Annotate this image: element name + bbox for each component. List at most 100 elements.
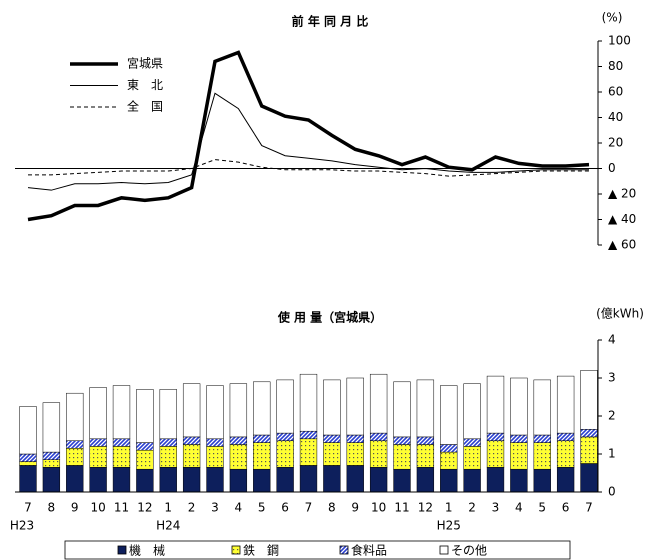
bar-segment	[159, 446, 177, 468]
x-tick-label: 12	[418, 501, 433, 515]
bar-segment	[510, 468, 528, 493]
bar-segment	[346, 442, 364, 466]
bar-segment	[206, 385, 224, 440]
bar-segment	[42, 467, 61, 493]
x-tick-label: 11	[114, 501, 129, 515]
bar-segment	[253, 468, 271, 493]
bar-segment	[19, 461, 37, 466]
x-tick-label: 3	[492, 501, 500, 515]
bar-segment	[323, 379, 341, 436]
y-tick-label: 20	[608, 136, 623, 150]
bar-segment	[136, 389, 154, 443]
bar-segment	[66, 392, 84, 441]
unit-label: (%)	[602, 11, 623, 25]
bar-segment	[323, 465, 341, 493]
bar-segment	[486, 432, 505, 441]
bar-segment	[346, 434, 364, 443]
bar-segment	[299, 465, 318, 493]
bar-segment	[182, 467, 201, 493]
bar-segment	[580, 436, 598, 464]
legend-label: 宮城県	[127, 56, 163, 71]
bar-segment	[276, 440, 294, 468]
bar-segment	[393, 436, 411, 445]
bar-segment	[580, 370, 598, 430]
bar-segment	[136, 442, 154, 451]
bar-segment	[42, 402, 61, 453]
bar-segment	[229, 444, 248, 470]
bar-segment	[556, 467, 575, 493]
y-tick-label: ▲ 40	[608, 212, 636, 226]
y-tick-label: 0	[608, 161, 616, 175]
bar-segment	[486, 440, 505, 468]
line-series	[27, 50, 590, 222]
bar-segment	[369, 373, 388, 434]
x-tick-label: 8	[48, 501, 56, 515]
x-tick-label: 3	[211, 501, 219, 515]
bar-segment	[440, 468, 458, 493]
bar-segment	[556, 375, 575, 434]
bar-segment	[580, 463, 598, 493]
x-tick-label: 11	[394, 501, 409, 515]
bar-segment	[112, 446, 131, 468]
bar-segment	[136, 468, 154, 493]
bar-segment	[556, 440, 575, 468]
y-tick-label: 60	[608, 85, 623, 99]
line-series	[28, 159, 589, 177]
bar-segment	[440, 444, 458, 453]
bar-segment	[369, 432, 388, 441]
bar-segment	[182, 383, 201, 438]
bar-segment	[182, 444, 201, 468]
bar-segment	[89, 438, 107, 447]
bar-segment	[463, 446, 481, 470]
bar-segment	[206, 438, 224, 447]
bar-segment	[440, 385, 458, 445]
bar-segment	[533, 379, 551, 436]
x-tick-label: 7	[24, 501, 32, 515]
bar-segment	[416, 444, 435, 468]
era-label: H24	[156, 519, 180, 533]
bar-segment	[112, 385, 131, 440]
bar-segment	[19, 465, 37, 493]
bar-segment	[229, 436, 248, 445]
y-tick-label: 0	[608, 485, 616, 499]
bar-segment	[323, 434, 341, 443]
legend-label: 東 北	[127, 78, 163, 92]
y-tick-label: 40	[608, 110, 623, 124]
bar-segment	[19, 406, 37, 455]
bar-segment	[159, 438, 177, 447]
bar-segment	[206, 467, 224, 493]
bar-segment	[276, 467, 294, 493]
bar-segment	[136, 449, 154, 470]
x-tick-label: 2	[468, 501, 476, 515]
era-label: H23	[10, 519, 34, 533]
bar-segment	[182, 436, 201, 445]
bar-segment	[89, 387, 107, 440]
x-tick-label: 6	[562, 501, 570, 515]
y-tick-label: ▲ 60	[608, 238, 636, 252]
y-tick-label: 80	[608, 59, 623, 73]
bar-segment	[510, 442, 528, 470]
bar-segment	[486, 375, 505, 434]
bar-segment	[393, 468, 411, 493]
bar-segment	[159, 389, 177, 440]
bar-segment	[66, 448, 84, 466]
x-tick-label: 10	[90, 501, 105, 515]
bar-segment	[112, 438, 131, 447]
bar-segment	[229, 383, 248, 438]
bar-segment	[276, 379, 294, 434]
x-tick-label: 8	[328, 501, 336, 515]
era-label: H25	[437, 519, 461, 533]
x-tick-label: 6	[281, 501, 289, 515]
bar-segment	[253, 381, 271, 436]
bar-segment	[253, 434, 271, 443]
bar-segment	[253, 442, 271, 470]
legend-label: 機 械	[129, 543, 165, 558]
legend-label: 食料品	[351, 543, 387, 558]
bar-segment	[229, 468, 248, 493]
bar-segment	[323, 442, 341, 466]
bar-segment	[206, 446, 224, 468]
bar-segment	[346, 377, 364, 436]
bar-segment	[159, 467, 177, 493]
bar-segment	[19, 453, 37, 462]
